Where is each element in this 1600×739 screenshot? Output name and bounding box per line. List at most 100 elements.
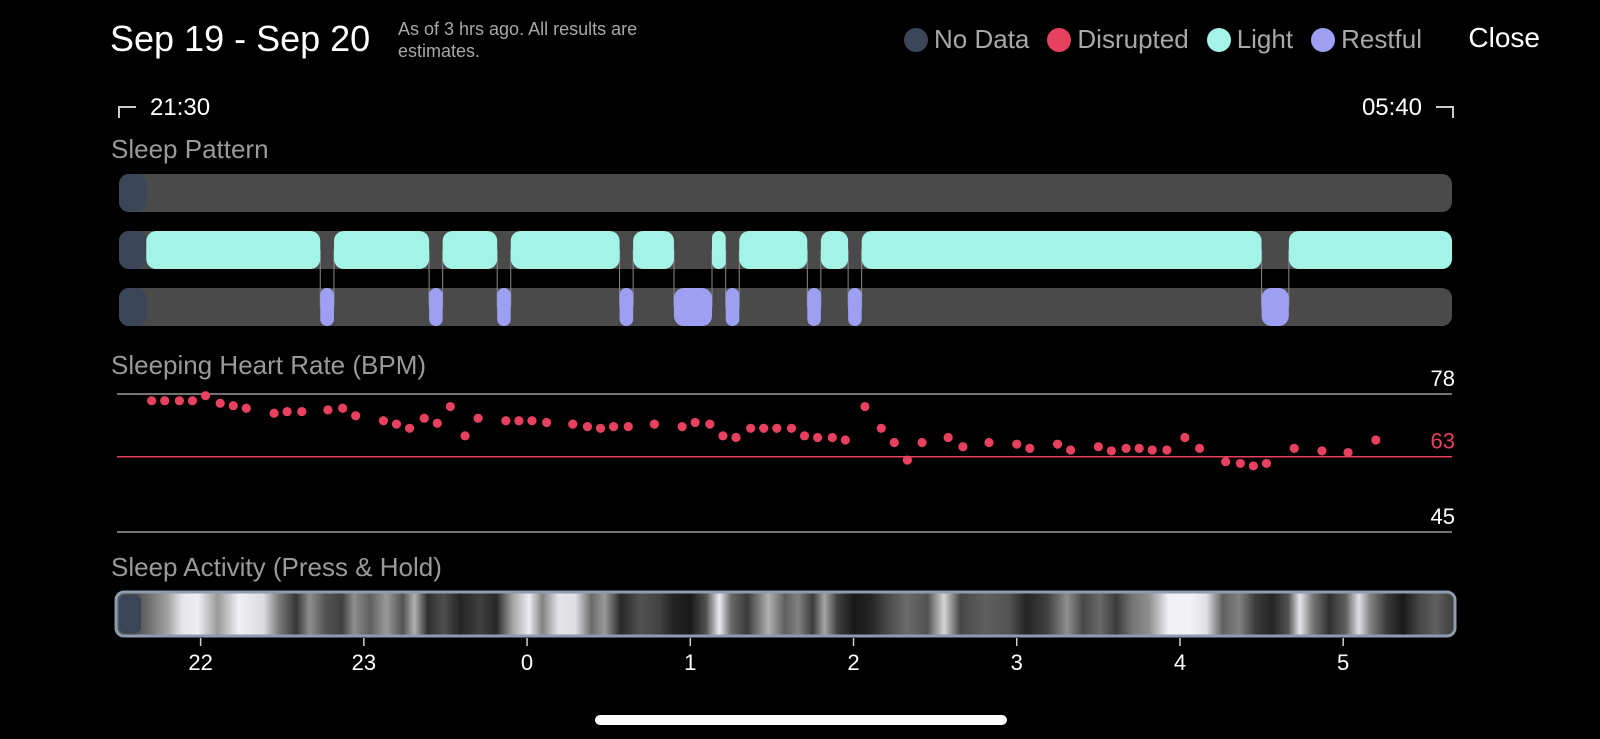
heart-rate-point xyxy=(501,416,511,426)
segment-light xyxy=(1288,231,1452,269)
heart-rate-point xyxy=(705,419,715,429)
reference-label-78: 78 xyxy=(1431,366,1455,391)
heart-rate-point xyxy=(984,437,994,448)
restful-dot-icon xyxy=(1311,27,1336,52)
heart-rate-point xyxy=(514,416,524,426)
heart-rate-point xyxy=(902,455,912,465)
heart-rate-point xyxy=(1194,443,1205,453)
heart-rate-point xyxy=(718,431,728,441)
heart-rate-point xyxy=(595,423,606,433)
activity-title: Sleep Activity (Press & Hold) xyxy=(111,552,442,582)
heart-rate-point xyxy=(1147,445,1157,455)
heart-rate-point xyxy=(1261,458,1272,469)
heart-rate-point xyxy=(1180,432,1190,443)
segment-light xyxy=(711,231,726,269)
start-time: 21:30 xyxy=(150,94,211,121)
heart-rate-point xyxy=(378,416,389,426)
x-tick-label: 3 xyxy=(1011,650,1023,675)
segment-restful xyxy=(725,288,740,326)
legend-label: Restful xyxy=(1341,24,1422,54)
segment-no-data xyxy=(119,174,147,212)
heart-rate-point xyxy=(649,419,659,429)
x-tick-label: 0 xyxy=(521,650,533,675)
x-tick-label: 4 xyxy=(1174,650,1186,675)
segment-light xyxy=(510,231,620,269)
heart-rate-point xyxy=(827,432,837,443)
bracket-right-icon xyxy=(1436,106,1454,118)
heart-rate-point xyxy=(160,396,170,406)
heart-rate-point xyxy=(1106,446,1117,456)
sleep-pattern-title: Sleep Pattern xyxy=(111,134,269,164)
heart-rate-point xyxy=(1093,442,1103,452)
segment-restful xyxy=(807,288,821,326)
activity-heatmap-bar[interactable] xyxy=(114,590,1457,638)
disrupted-dot-icon xyxy=(1047,27,1072,52)
heart-rate-point xyxy=(860,401,870,412)
heart-rate-point xyxy=(432,418,442,428)
segment-light xyxy=(333,231,430,269)
heart-rate-point xyxy=(746,423,756,433)
heart-rate-point xyxy=(391,419,402,429)
segment-no-data xyxy=(119,288,147,326)
heart-rate-point xyxy=(876,423,886,433)
heart-rate-point xyxy=(731,432,741,443)
heart-rate-point xyxy=(568,419,578,429)
legend-label: Disrupted xyxy=(1077,24,1189,54)
heart-rate-point xyxy=(527,416,537,426)
home-indicator[interactable] xyxy=(595,715,1007,725)
heart-rate-point xyxy=(241,403,251,413)
heart-rate-point xyxy=(889,437,899,448)
legend-item-no-data: No Data xyxy=(904,24,1029,55)
heart-rate-point xyxy=(147,396,157,406)
heart-rate-point xyxy=(174,396,184,406)
heart-rate-point xyxy=(1235,458,1245,469)
bracket-left-icon xyxy=(118,106,136,118)
x-tick-label: 1 xyxy=(684,650,696,675)
reference-label-45: 45 xyxy=(1431,504,1455,529)
segment-restful xyxy=(497,288,511,326)
heart-rate-point xyxy=(677,422,687,432)
heart-rate-point xyxy=(812,432,823,443)
segment-restful xyxy=(429,288,443,326)
heart-rate-point xyxy=(351,411,361,421)
segment-restful xyxy=(1261,288,1289,326)
heart-rate-point xyxy=(917,437,927,448)
heart-rate-point xyxy=(1289,443,1299,453)
segment-restful xyxy=(673,288,712,326)
heart-rate-point xyxy=(460,431,470,441)
segment-light xyxy=(739,231,808,269)
heart-rate-point xyxy=(282,406,292,417)
heart-rate-title: Sleeping Heart Rate (BPM) xyxy=(111,350,427,380)
legend-item-restful: Restful xyxy=(1311,24,1422,55)
end-time: 05:40 xyxy=(1361,94,1422,121)
no-data-dot-icon xyxy=(904,27,929,52)
heart-rate-point xyxy=(582,422,593,432)
date-range-title: Sep 19 - Sep 20 xyxy=(110,18,371,59)
heart-rate-point xyxy=(338,403,348,413)
track-restful xyxy=(119,288,1452,326)
close-button[interactable]: Close xyxy=(1468,22,1540,53)
heart-rate-point xyxy=(840,435,850,445)
heart-rate-point xyxy=(215,398,225,408)
start-time-marker: 21:30 xyxy=(118,94,210,122)
segment-restful xyxy=(320,288,334,326)
heart-rate-point xyxy=(1317,446,1327,456)
heart-rate-point xyxy=(958,442,968,452)
segment-no-data xyxy=(119,231,147,269)
heart-rate-point xyxy=(269,408,279,418)
heart-rate-point xyxy=(1343,447,1353,458)
segment-restful xyxy=(848,288,862,326)
x-tick-label: 5 xyxy=(1337,650,1349,675)
segment-light xyxy=(442,231,498,269)
heart-rate-point xyxy=(690,417,700,428)
legend: No Data Disrupted Light Restful xyxy=(904,24,1422,55)
legend-item-light: Light xyxy=(1206,24,1293,55)
heart-rate-point xyxy=(473,413,483,423)
stage-connectors xyxy=(319,250,1290,307)
heart-rate-point xyxy=(1371,435,1381,445)
heart-rate-point xyxy=(943,432,953,443)
heart-rate-point xyxy=(200,391,211,401)
heart-rate-point xyxy=(445,401,455,412)
light-dot-icon xyxy=(1206,27,1231,52)
heart-rate-point xyxy=(1121,443,1131,453)
